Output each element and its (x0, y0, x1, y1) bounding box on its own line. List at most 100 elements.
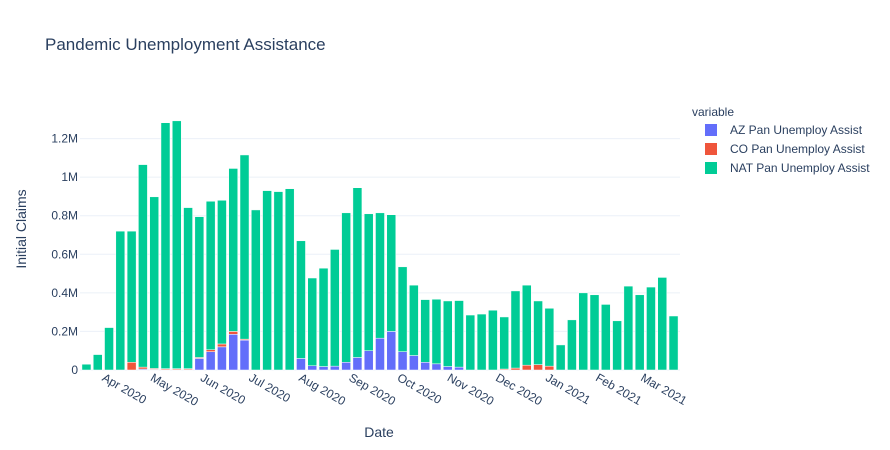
bar-nat-pan-unemploy-assist (442, 300, 453, 367)
bar-nat-pan-unemploy-assist (375, 212, 385, 339)
bar-co-pan-unemploy-assist (138, 366, 148, 370)
bar-nat-pan-unemploy-assist (81, 363, 92, 371)
bar-az-pan-unemploy-assist (363, 350, 374, 371)
bar-nat-pan-unemploy-assist (296, 240, 306, 359)
x-tick-label: Sep 2020 (347, 370, 399, 408)
bar-nat-pan-unemploy-assist (488, 309, 498, 371)
x-tick-label: Mar 2021 (638, 370, 689, 408)
bar-nat-pan-unemploy-assist (510, 290, 521, 369)
x-tick-label: Feb 2021 (593, 370, 644, 408)
bar-nat-pan-unemploy-assist (318, 267, 329, 367)
bar-nat-pan-unemploy-assist (522, 284, 532, 366)
bar-co-pan-unemploy-assist (228, 331, 238, 335)
bar-co-pan-unemploy-assist (510, 367, 521, 371)
bar-nat-pan-unemploy-assist (544, 308, 555, 367)
bar-nat-pan-unemploy-assist (397, 266, 408, 352)
bar-az-pan-unemploy-assist (431, 363, 442, 371)
bar-nat-pan-unemploy-assist (612, 320, 622, 371)
y-axis-label: Initial Claims (13, 189, 29, 268)
bar-nat-pan-unemploy-assist (251, 209, 261, 371)
y-tick-label: 1.2M (51, 132, 78, 146)
y-tick-label: 0.8M (51, 209, 78, 223)
bar-nat-pan-unemploy-assist (499, 316, 509, 370)
x-tick-label: Aug 2020 (297, 370, 349, 408)
bar-nat-pan-unemploy-assist (183, 207, 193, 369)
bar-nat-pan-unemploy-assist (115, 230, 126, 371)
bar-nat-pan-unemploy-assist (657, 277, 668, 371)
bar-az-pan-unemploy-assist (375, 337, 385, 371)
legend-swatch (705, 143, 717, 155)
x-tick-label: Apr 2020 (100, 370, 149, 407)
bar-az-pan-unemploy-assist (194, 358, 205, 371)
bar-nat-pan-unemploy-assist (138, 164, 148, 368)
y-tick-label: 0 (71, 363, 78, 377)
bar-nat-pan-unemploy-assist (341, 212, 351, 363)
bar-nat-pan-unemploy-assist (205, 201, 216, 350)
bar-az-pan-unemploy-assist (330, 365, 340, 371)
bar-nat-pan-unemploy-assist (634, 294, 645, 371)
bar-nat-pan-unemploy-assist (217, 200, 227, 345)
bar-az-pan-unemploy-assist (442, 366, 453, 371)
bar-nat-pan-unemploy-assist (149, 196, 159, 369)
x-tick-label: Nov 2020 (445, 370, 497, 408)
bar-az-pan-unemploy-assist (397, 351, 408, 371)
bar-az-pan-unemploy-assist (239, 339, 250, 371)
y-tick-label: 0.2M (51, 324, 78, 338)
bar-nat-pan-unemploy-assist (307, 277, 318, 367)
x-tick-label: Dec 2020 (493, 370, 545, 408)
x-tick-label: Oct 2020 (395, 370, 444, 407)
y-tick-labels: 0 0.2M 0.4M 0.6M 0.8M 1M 1.2M (51, 132, 78, 377)
bar-co-pan-unemploy-assist (533, 364, 543, 371)
bar-nat-pan-unemploy-assist (431, 298, 442, 365)
bar-az-pan-unemploy-assist (307, 365, 318, 371)
bars (81, 120, 679, 371)
bar-nat-pan-unemploy-assist (284, 188, 295, 371)
bar-nat-pan-unemploy-assist (239, 154, 250, 340)
bar-az-pan-unemploy-assist (217, 346, 227, 371)
bar-nat-pan-unemploy-assist (172, 120, 182, 369)
bar-nat-pan-unemploy-assist (409, 284, 419, 356)
legend-swatch (705, 162, 717, 174)
x-tick-label: May 2020 (148, 370, 201, 409)
bar-nat-pan-unemploy-assist (454, 300, 464, 368)
bar-az-pan-unemploy-assist (409, 355, 419, 371)
bar-nat-pan-unemploy-assist (533, 300, 543, 365)
x-axis-label: Date (364, 424, 394, 440)
bar-az-pan-unemploy-assist (386, 331, 397, 371)
bar-co-pan-unemploy-assist (126, 362, 137, 371)
bar-nat-pan-unemploy-assist (555, 344, 566, 371)
bar-az-pan-unemploy-assist (420, 362, 430, 371)
bar-nat-pan-unemploy-assist (386, 214, 397, 332)
bar-nat-pan-unemploy-assist (262, 190, 272, 371)
legend: variable AZ Pan Unemploy Assist CO Pan Un… (692, 105, 870, 175)
bar-nat-pan-unemploy-assist (363, 213, 374, 351)
bar-az-pan-unemploy-assist (341, 362, 351, 371)
legend-entry: NAT Pan Unemploy Assist (730, 161, 870, 175)
bar-nat-pan-unemploy-assist (194, 216, 205, 358)
bar-co-pan-unemploy-assist (544, 365, 555, 371)
bar-nat-pan-unemploy-assist (104, 327, 114, 371)
legend-title: variable (692, 105, 734, 119)
bar-co-pan-unemploy-assist (217, 343, 227, 348)
x-tick-label: Jul 2020 (247, 370, 294, 405)
legend-entry: CO Pan Unemploy Assist (730, 142, 865, 156)
bar-nat-pan-unemploy-assist (578, 292, 588, 371)
bar-co-pan-unemploy-assist (522, 364, 532, 371)
chart-title: Pandemic Unemployment Assistance (45, 35, 326, 54)
bar-az-pan-unemploy-assist (454, 366, 464, 371)
bar-nat-pan-unemploy-assist (668, 315, 679, 371)
bar-nat-pan-unemploy-assist (160, 122, 171, 369)
bar-az-pan-unemploy-assist (296, 358, 306, 371)
bar-az-pan-unemploy-assist (352, 357, 363, 371)
y-tick-label: 0.4M (51, 286, 78, 300)
bar-nat-pan-unemploy-assist (601, 304, 611, 371)
y-tick-label: 0.6M (51, 247, 78, 261)
bar-nat-pan-unemploy-assist (92, 354, 103, 371)
legend-entry: AZ Pan Unemploy Assist (730, 123, 863, 137)
bar-nat-pan-unemploy-assist (589, 294, 600, 371)
bar-nat-pan-unemploy-assist (273, 191, 284, 371)
bar-co-pan-unemploy-assist (205, 349, 216, 352)
bar-az-pan-unemploy-assist (318, 366, 329, 371)
legend-swatch (705, 124, 717, 136)
